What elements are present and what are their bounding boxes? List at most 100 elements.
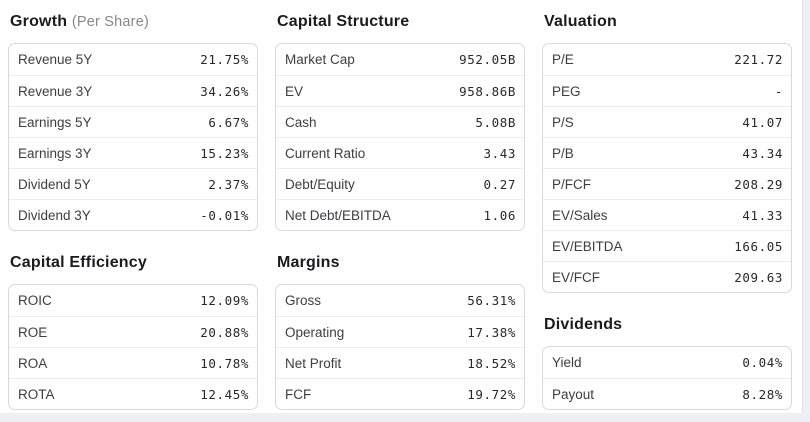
metric-value: 221.72 — [734, 52, 783, 67]
metric-row: ROIC 12.09% — [9, 285, 257, 316]
metric-section-margins: Margins Gross 56.31% Operating 17.38% Ne… — [275, 251, 525, 410]
metric-value: 20.88% — [200, 324, 249, 340]
metric-row: Net Profit 18.52% — [276, 347, 524, 378]
metric-value: 209.63 — [734, 269, 783, 285]
metric-label: Operating — [285, 324, 345, 340]
metric-label: Revenue 3Y — [18, 83, 93, 99]
metric-label: Yield — [552, 355, 582, 370]
metric-label: Earnings 5Y — [18, 114, 92, 130]
metric-value: 41.33 — [742, 207, 783, 223]
metric-row: Yield 0.04% — [543, 347, 791, 378]
metric-row: ROA 10.78% — [9, 347, 257, 378]
metric-card: Market Cap 952.05B EV 958.86B Cash 5.08B… — [275, 43, 525, 231]
metric-value: 208.29 — [734, 176, 783, 192]
metric-label: PEG — [552, 83, 581, 99]
metric-value: 12.45% — [200, 386, 249, 402]
metric-row: Revenue 5Y 21.75% — [9, 44, 257, 75]
metric-row: EV 958.86B — [276, 75, 524, 106]
section-header: Capital Structure — [277, 10, 525, 34]
metric-row: Net Debt/EBITDA 1.06 — [276, 199, 524, 230]
metric-value: 166.05 — [734, 238, 783, 254]
section-header: Dividends — [544, 313, 792, 337]
metric-section-dividends: Dividends Yield 0.04% Payout 8.28% — [542, 313, 792, 410]
metrics-content-area: Growth (Per Share) Revenue 5Y 21.75% Rev… — [0, 0, 803, 413]
metric-value: 21.75% — [200, 52, 249, 67]
section-header: Valuation — [544, 10, 792, 34]
metric-label: FCF — [285, 386, 312, 402]
metric-section-capital-efficiency: Capital Efficiency ROIC 12.09% ROE 20.88… — [8, 251, 258, 410]
metric-row: P/E 221.72 — [543, 44, 791, 75]
metric-label: P/B — [552, 145, 574, 161]
metric-row: Operating 17.38% — [276, 316, 524, 347]
metric-value: 43.34 — [742, 145, 783, 161]
section-title: Margins — [277, 254, 340, 271]
metric-label: P/S — [552, 114, 574, 130]
metric-row: Dividend 3Y -0.01% — [9, 199, 257, 230]
metric-row: Revenue 3Y 34.26% — [9, 75, 257, 106]
metric-value: - — [774, 83, 783, 99]
metric-label: ROE — [18, 324, 48, 340]
section-header: Capital Efficiency — [10, 251, 258, 275]
metric-row: EV/EBITDA 166.05 — [543, 230, 791, 261]
metric-value: 5.08B — [475, 114, 516, 130]
metric-row: Earnings 5Y 6.67% — [9, 106, 257, 137]
metric-row: P/FCF 208.29 — [543, 168, 791, 199]
metric-value: 958.86B — [459, 83, 516, 99]
section-title: Growth — [10, 13, 68, 30]
metric-row: Dividend 5Y 2.37% — [9, 168, 257, 199]
metric-value: 15.23% — [200, 145, 249, 161]
metric-row: ROE 20.88% — [9, 316, 257, 347]
metric-label: Gross — [285, 293, 322, 308]
metric-value: 3.43 — [483, 145, 516, 161]
metrics-column: Growth (Per Share) Revenue 5Y 21.75% Rev… — [8, 10, 258, 410]
metric-card: ROIC 12.09% ROE 20.88% ROA 10.78% ROTA 1… — [8, 284, 258, 410]
metrics-column: Capital Structure Market Cap 952.05B EV … — [275, 10, 525, 410]
metric-label: ROA — [18, 355, 48, 371]
metric-label: Net Debt/EBITDA — [285, 207, 391, 223]
metric-row: PEG - — [543, 75, 791, 106]
metrics-column: Valuation P/E 221.72 PEG - P/S 41.07 P/B… — [542, 10, 792, 410]
metric-row: ROTA 12.45% — [9, 378, 257, 409]
metric-label: Cash — [285, 114, 317, 130]
metric-label: P/FCF — [552, 176, 591, 192]
metric-label: Net Profit — [285, 355, 342, 371]
metric-label: P/E — [552, 52, 574, 67]
metric-label: Revenue 5Y — [18, 52, 93, 67]
metric-value: 19.72% — [467, 386, 516, 402]
metric-section-capital-structure: Capital Structure Market Cap 952.05B EV … — [275, 10, 525, 231]
metric-value: 2.37% — [208, 176, 249, 192]
section-title: Dividends — [544, 316, 623, 333]
metric-label: Dividend 5Y — [18, 176, 91, 192]
metric-label: EV/FCF — [552, 269, 601, 285]
metric-value: 34.26% — [200, 83, 249, 99]
metric-label: Debt/Equity — [285, 176, 355, 192]
metrics-columns: Growth (Per Share) Revenue 5Y 21.75% Rev… — [8, 10, 792, 410]
section-title: Capital Efficiency — [10, 254, 147, 271]
metric-section-growth: Growth (Per Share) Revenue 5Y 21.75% Rev… — [8, 10, 258, 231]
metric-row: P/B 43.34 — [543, 137, 791, 168]
metric-value: 952.05B — [459, 52, 516, 67]
metric-value: 1.06 — [483, 207, 516, 223]
section-header: Margins — [277, 251, 525, 275]
metric-label: ROTA — [18, 386, 55, 402]
metric-row: FCF 19.72% — [276, 378, 524, 409]
metric-card: Revenue 5Y 21.75% Revenue 3Y 34.26% Earn… — [8, 43, 258, 231]
metric-value: 10.78% — [200, 355, 249, 371]
metric-card: P/E 221.72 PEG - P/S 41.07 P/B 43.34 P/F… — [542, 43, 792, 293]
metric-row: Gross 56.31% — [276, 285, 524, 316]
metric-row: Cash 5.08B — [276, 106, 524, 137]
metric-value: 12.09% — [200, 293, 249, 308]
metric-label: EV/Sales — [552, 207, 608, 223]
metric-value: 17.38% — [467, 324, 516, 340]
metric-row: P/S 41.07 — [543, 106, 791, 137]
metric-value: 6.67% — [208, 114, 249, 130]
metric-section-valuation: Valuation P/E 221.72 PEG - P/S 41.07 P/B… — [542, 10, 792, 293]
section-title: Valuation — [544, 13, 617, 30]
metric-row: Payout 8.28% — [543, 378, 791, 409]
metric-value: 0.04% — [742, 355, 783, 370]
metric-label: Payout — [552, 386, 595, 402]
metric-label: ROIC — [18, 293, 52, 308]
metric-row: Current Ratio 3.43 — [276, 137, 524, 168]
metric-value: 18.52% — [467, 355, 516, 371]
metric-row: Market Cap 952.05B — [276, 44, 524, 75]
